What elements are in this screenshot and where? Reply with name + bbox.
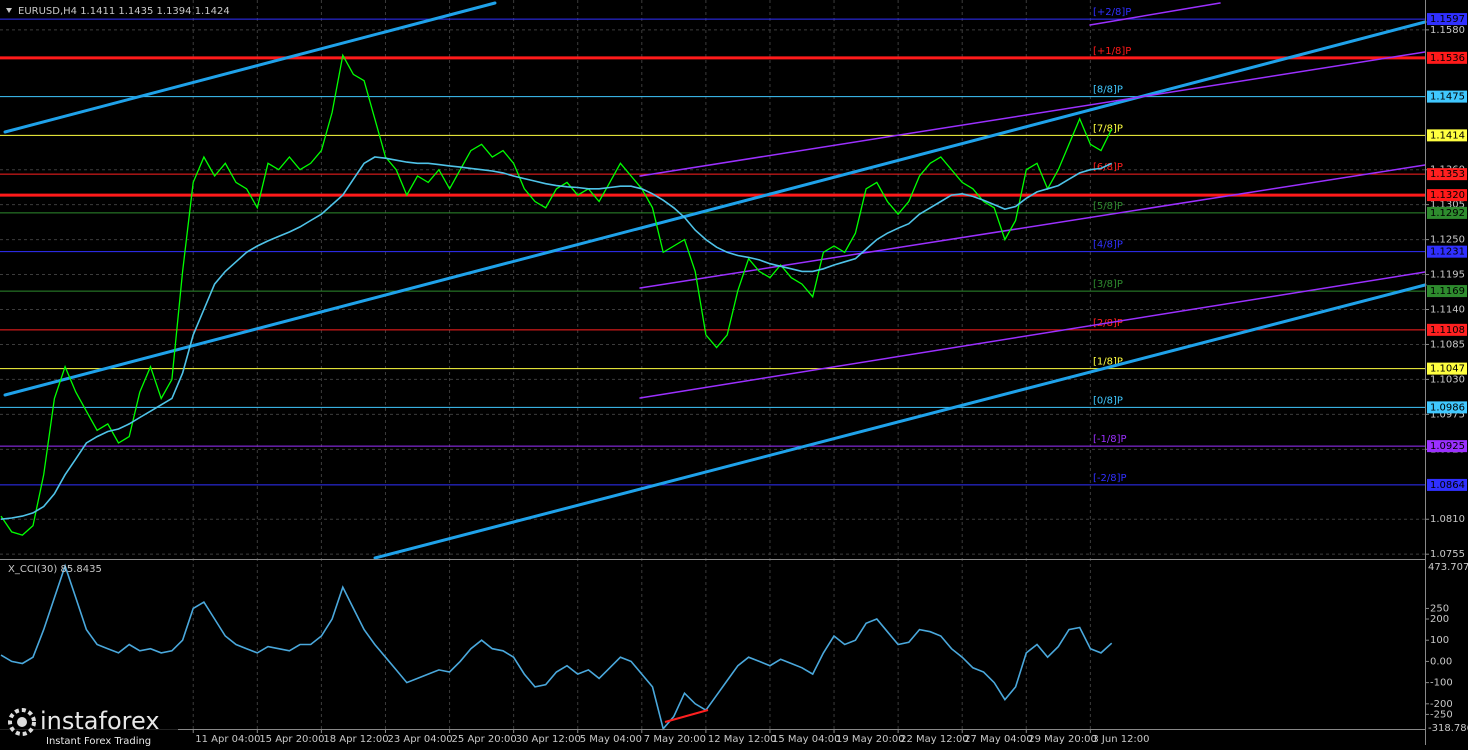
x-tick-label: 30 Apr 12:00 <box>516 734 581 745</box>
price-box <box>1427 245 1467 258</box>
trend-line <box>3 1 497 134</box>
x-tick-label: 15 May 04:00 <box>772 734 841 745</box>
murray-label: [7/8]P <box>1093 123 1123 134</box>
y-limit-label: -318.786 <box>1428 723 1468 734</box>
y-tick-label: 1.1250 <box>1430 235 1465 246</box>
y-tick-label: 1.1085 <box>1430 339 1465 350</box>
price-box-label: 1.1169 <box>1430 286 1465 297</box>
y-tick-label: -200 <box>1430 699 1453 710</box>
series-line <box>0 563 1113 731</box>
x-tick-label: 23 Apr 04:00 <box>387 734 452 745</box>
price-box-label: 1.1047 <box>1430 364 1465 375</box>
watermark: instaforex Instant Forex Trading <box>0 705 178 750</box>
y-tick-label: 1.1305 <box>1430 200 1465 211</box>
x-tick-label: 5 May 04:00 <box>580 734 642 745</box>
x-tick-label: 22 May 12:00 <box>900 734 969 745</box>
murray-label: [0/8]P <box>1093 395 1123 406</box>
murray-label: [+1/8]P <box>1093 46 1131 57</box>
price-box-label: 1.1414 <box>1430 130 1465 141</box>
price-box <box>1427 90 1467 103</box>
murray-label: [4/8]P <box>1093 240 1123 251</box>
y-tick-label: 0.00 <box>1430 656 1452 667</box>
murray-label: [6/8]P <box>1093 162 1123 173</box>
y-tick-label: 1.1030 <box>1430 374 1465 385</box>
divergence-line <box>664 709 709 723</box>
chart-title: EURUSD,H4 1.1411 1.1435 1.1394 1.1424 <box>18 6 230 17</box>
x-tick-label: 27 May 04:00 <box>964 734 1033 745</box>
price-box <box>1427 168 1467 181</box>
x-tick-label: 25 Apr 20:00 <box>452 734 517 745</box>
price-box <box>1427 285 1467 298</box>
x-tick-label: 3 Jun 12:00 <box>1092 734 1149 745</box>
murray-label: [-1/8]P <box>1093 434 1127 445</box>
price-box-label: 1.0864 <box>1430 480 1465 491</box>
plot <box>0 53 1113 731</box>
murray-label: [3/8]P <box>1093 279 1123 290</box>
levels: [+2/8]P 1.1597 [+1/8]P 1.1536 [8/8]P 1.1475 [7… <box>0 7 1467 491</box>
series-line <box>0 156 1113 520</box>
price-box <box>1427 189 1467 202</box>
trend-lines <box>3 1 1427 560</box>
murray-label: [1/8]P <box>1093 357 1123 368</box>
price-box-label: 1.1597 <box>1430 14 1465 25</box>
price-box <box>1427 362 1467 375</box>
y-tick-label: 1.1580 <box>1430 25 1465 36</box>
price-box <box>1427 440 1467 453</box>
channel-line <box>639 271 1426 399</box>
price-box-label: 1.1231 <box>1430 247 1465 258</box>
x-tick-label: 7 May 20:00 <box>644 734 706 745</box>
price-box-label: 1.1320 <box>1430 190 1465 201</box>
x-tick-label: 29 May 20:00 <box>1028 734 1097 745</box>
y-tick-label: -100 <box>1430 678 1453 689</box>
x-tick-label: 15 Apr 20:00 <box>259 734 324 745</box>
x-tick-label: 19 May 20:00 <box>836 734 905 745</box>
price-box-label: 1.1536 <box>1430 53 1465 64</box>
series-line <box>0 53 1113 536</box>
price-box <box>1427 13 1467 26</box>
price-box <box>1427 478 1467 491</box>
y-tick-label: 200 <box>1430 614 1449 625</box>
channel-line <box>639 164 1426 289</box>
x-tick-label: 18 Apr 12:00 <box>323 734 388 745</box>
y-limit-label: 473.707 <box>1428 562 1468 573</box>
y-tick-label: 1.1140 <box>1430 305 1465 316</box>
y-tick-label: 100 <box>1430 635 1449 646</box>
price-box-label: 1.1353 <box>1430 169 1465 180</box>
y-tick-label: 1.0755 <box>1430 549 1465 560</box>
logo-core <box>17 717 27 727</box>
price-box <box>1427 206 1467 219</box>
x-tick-label: 12 May 12:00 <box>708 734 777 745</box>
murray-label: [-2/8]P <box>1093 473 1127 484</box>
channel-line <box>1089 2 1221 26</box>
price-box <box>1427 401 1467 414</box>
murray-label: [5/8]P <box>1093 201 1123 212</box>
price-box <box>1427 129 1467 142</box>
y-tick-label: -250 <box>1430 709 1453 720</box>
y-tick-label: 1.0810 <box>1430 514 1465 525</box>
x-tick-label: 11 Apr 04:00 <box>195 734 260 745</box>
y-tick-label: 1.1195 <box>1430 270 1465 281</box>
menu-arrow <box>6 8 12 13</box>
trend-line <box>3 20 1427 397</box>
price-box-label: 1.1108 <box>1430 325 1465 336</box>
price-box-label: 1.0986 <box>1430 402 1465 413</box>
price-box-label: 1.0925 <box>1430 441 1465 452</box>
murray-label: [+2/8]P <box>1093 7 1131 18</box>
brand: instaforex <box>40 707 160 735</box>
y-tick-label: 250 <box>1430 603 1449 614</box>
murray-label: [8/8]P <box>1093 85 1123 96</box>
price-box-label: 1.1292 <box>1430 208 1465 219</box>
channel-line <box>639 51 1426 177</box>
y-tick-label: 1.0975 <box>1430 409 1465 420</box>
price-box <box>1427 323 1467 336</box>
logo-gear <box>8 708 36 736</box>
indicator-title: X_CCI(30) 85.8435 <box>8 564 102 575</box>
price-box-label: 1.1475 <box>1430 92 1465 103</box>
tagline: Instant Forex Trading <box>46 736 151 747</box>
trend-line <box>373 283 1427 560</box>
price-box <box>1427 51 1467 64</box>
